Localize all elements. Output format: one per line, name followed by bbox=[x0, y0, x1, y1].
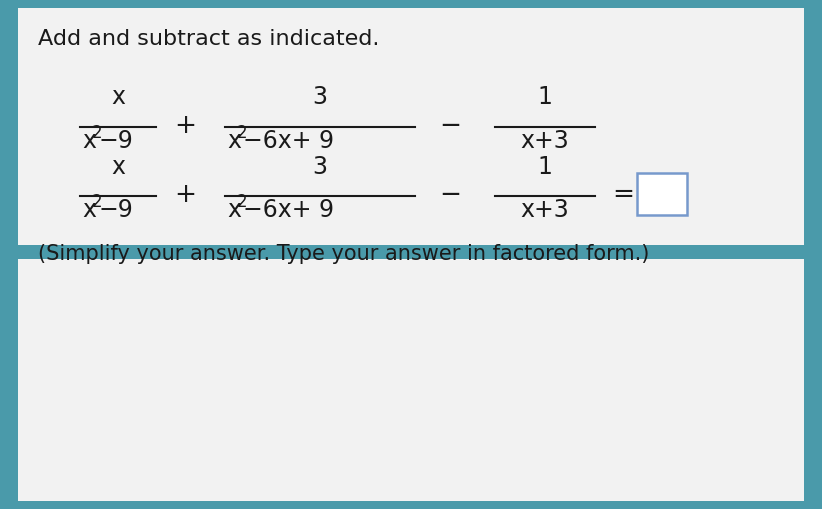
Text: (Simplify your answer. Type your answer in factored form.): (Simplify your answer. Type your answer … bbox=[38, 244, 649, 264]
Text: −: − bbox=[439, 113, 461, 139]
Text: −6x+ 9: −6x+ 9 bbox=[243, 129, 335, 153]
Text: 1: 1 bbox=[538, 85, 552, 109]
Text: 2: 2 bbox=[91, 193, 102, 211]
Text: −: − bbox=[439, 182, 461, 208]
Text: 2: 2 bbox=[91, 124, 102, 142]
Text: 3: 3 bbox=[312, 155, 327, 179]
Text: x: x bbox=[227, 129, 241, 153]
Text: 3: 3 bbox=[312, 85, 327, 109]
Text: x: x bbox=[82, 129, 96, 153]
Text: −9: −9 bbox=[99, 198, 133, 222]
Text: x+3: x+3 bbox=[520, 198, 570, 222]
Text: 2: 2 bbox=[237, 124, 247, 142]
Text: x: x bbox=[111, 85, 125, 109]
Text: 1: 1 bbox=[538, 155, 552, 179]
Text: x: x bbox=[111, 155, 125, 179]
FancyBboxPatch shape bbox=[18, 8, 804, 245]
FancyBboxPatch shape bbox=[18, 259, 804, 501]
Text: x: x bbox=[82, 198, 96, 222]
Text: Add and subtract as indicated.: Add and subtract as indicated. bbox=[38, 29, 380, 49]
Text: x+3: x+3 bbox=[520, 129, 570, 153]
Text: x: x bbox=[227, 198, 241, 222]
Text: −9: −9 bbox=[99, 129, 133, 153]
Text: +: + bbox=[174, 182, 196, 208]
Text: −6x+ 9: −6x+ 9 bbox=[243, 198, 335, 222]
Text: +: + bbox=[174, 113, 196, 139]
FancyBboxPatch shape bbox=[637, 173, 687, 215]
Text: =: = bbox=[612, 182, 634, 208]
Text: 2: 2 bbox=[237, 193, 247, 211]
